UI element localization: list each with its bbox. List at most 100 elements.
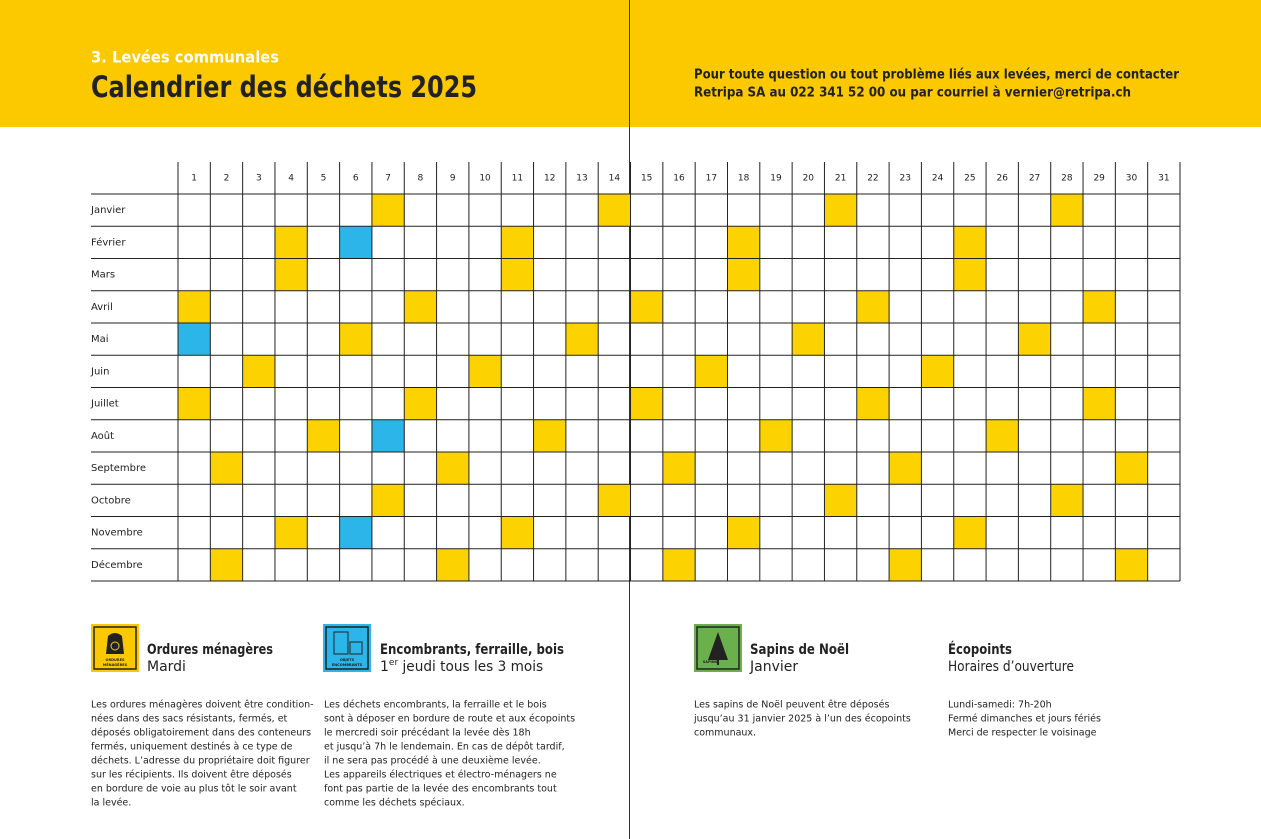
ordures-cell	[274, 516, 308, 549]
ordures-cell	[404, 387, 437, 420]
day-label: 30	[1126, 174, 1138, 184]
icon-ordures: ORDURES MÉNAGÈRES	[91, 624, 139, 672]
ordures-cell	[1115, 548, 1148, 581]
legend-text: déchets. L’adresse du propriétaire doit …	[91, 756, 310, 767]
day-label: 1	[191, 174, 197, 184]
legend-text: jusqu’au 31 janvier 2025 à l’un des écop…	[693, 714, 911, 725]
ordures-cell	[371, 194, 405, 227]
day-label: 10	[479, 174, 491, 184]
ordures-cell	[856, 387, 890, 420]
ordures-cell	[953, 258, 987, 291]
month-label: Janvier	[90, 205, 126, 216]
ordures-cell	[210, 452, 243, 485]
day-label: 7	[385, 174, 391, 184]
day-label: 12	[544, 174, 555, 184]
day-label: 26	[996, 174, 1008, 184]
day-label: 17	[706, 174, 717, 184]
ordures-cell	[404, 290, 437, 323]
month-label: Juin	[90, 366, 109, 377]
ordures-cell	[598, 484, 631, 517]
ordures-cell	[1083, 387, 1116, 420]
ordures-cell	[565, 323, 599, 356]
day-label: 25	[964, 174, 975, 184]
day-label: 29	[1093, 174, 1105, 184]
ordures-cell	[178, 387, 211, 420]
ordures-cell	[339, 323, 372, 356]
legend-text: Les ordures ménagères doivent être condi…	[91, 700, 314, 711]
ordures-cell	[274, 226, 308, 259]
day-label: 18	[738, 174, 750, 184]
ordures-cell	[371, 484, 405, 517]
legend-text: le mercredi soir précédant la levée dès …	[324, 728, 531, 739]
ordures-cell	[307, 419, 340, 452]
legend-text: fermés, uniquement destinés à ce type de	[91, 742, 293, 753]
contact-line: Retripa SA au 022 341 52 00 ou par courr…	[694, 86, 1131, 101]
day-label: 8	[418, 174, 424, 184]
legend-text: font pas partie de la levée des encombra…	[324, 784, 557, 795]
calendar: Janvier Février Mars Avril Mai Juin Juillet Aoû…	[90, 162, 1181, 582]
legend-subtitle: 1er jeudi tous les 3 mois	[380, 658, 543, 676]
month-label: Juillet	[90, 399, 119, 410]
day-label: 9	[450, 174, 456, 184]
day-label: 15	[641, 174, 652, 184]
legend-subtitle: Horaires d’ouverture	[948, 659, 1074, 675]
ordures-cell	[792, 323, 825, 356]
page-title: Calendrier des déchets 2025	[91, 70, 477, 104]
day-label: 23	[900, 174, 911, 184]
icon-label: OBJETS	[340, 658, 355, 662]
ordures-cell	[986, 419, 1019, 452]
ordures-cell	[695, 355, 728, 388]
encombrants-cell	[339, 226, 372, 259]
legend-title: Encombrants, ferraille, bois	[380, 642, 564, 658]
icon-label: SAPINS	[703, 660, 718, 664]
day-label: 11	[512, 174, 523, 184]
section-label: 3. Levées communales	[91, 48, 279, 67]
ordures-cell	[501, 258, 534, 291]
day-label: 16	[673, 174, 685, 184]
day-label: 13	[576, 174, 587, 184]
legend-text: il ne sera pas procédé à une deuxième le…	[324, 756, 541, 767]
encombrants-cell	[178, 323, 211, 356]
day-label: 2	[224, 174, 230, 184]
legend-text: Fermé dimanches et jours fériés	[948, 714, 1101, 725]
ordures-cell	[1050, 484, 1084, 517]
day-label: 27	[1029, 174, 1040, 184]
legend-text: sont à déposer en bordure de route et au…	[324, 714, 575, 725]
legend-text: comme les déchets spéciaux.	[324, 798, 465, 809]
ordures-cell	[824, 484, 857, 517]
legend-text: la levée.	[91, 798, 131, 809]
ordures-cell	[501, 226, 534, 259]
legend-subtitle: Janvier	[749, 659, 798, 675]
legend-text: Les sapins de Noël peuvent être déposés	[694, 700, 889, 711]
legend-text: Les appareils électriques et électro-mén…	[324, 770, 557, 781]
day-label: 28	[1061, 174, 1073, 184]
ordures-cell	[889, 548, 922, 581]
ordures-cell	[921, 355, 954, 388]
ordures-cell	[436, 548, 469, 581]
month-label: Février	[91, 236, 126, 248]
legend-text: et jusqu’à 7h le lendemain. En cas de dé…	[324, 742, 565, 753]
legend-title: Écopoints	[948, 641, 1012, 658]
month-label: Avril	[91, 302, 113, 313]
ordures-cell	[242, 355, 275, 388]
legend-title: Sapins de Noël	[750, 642, 849, 658]
ordures-cell	[598, 194, 631, 227]
legend-text: communaux.	[694, 728, 756, 739]
ordures-cell	[1083, 290, 1116, 323]
ordures-cell	[274, 258, 308, 291]
day-label: 5	[321, 174, 327, 184]
icon-label: MÉNAGÈRES	[103, 662, 128, 667]
icon-encombrants: OBJETS ENCOMBRANTS	[323, 624, 371, 672]
month-label: Octobre	[91, 495, 131, 506]
ordures-cell	[533, 419, 566, 452]
ordures-cell	[727, 258, 760, 291]
icon-label: ENCOMBRANTS	[332, 663, 363, 667]
ordures-cell	[889, 452, 922, 485]
ordures-cell	[501, 516, 534, 549]
ordures-cell	[953, 226, 987, 259]
legend-title: Ordures ménagères	[147, 642, 273, 658]
encombrants-cell	[371, 419, 405, 452]
sub-part: 1	[380, 659, 389, 675]
ordures-cell	[856, 290, 890, 323]
